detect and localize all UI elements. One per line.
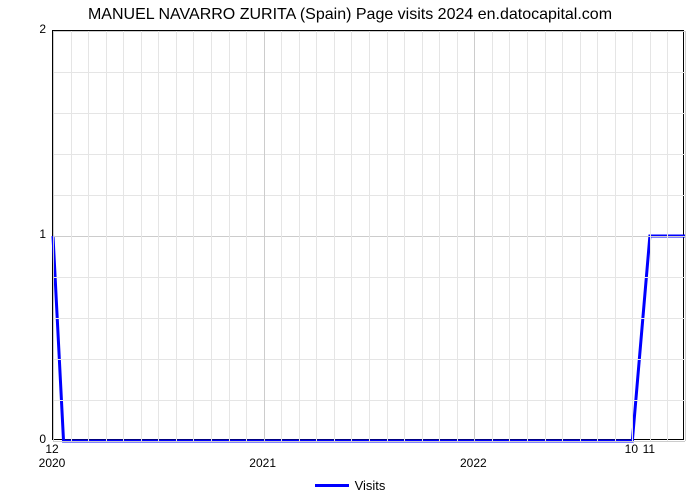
y-tick-label: 2 — [16, 22, 46, 36]
x-minor-label: 11 — [637, 442, 661, 456]
plot-area — [52, 30, 684, 440]
x-major-label: 2022 — [443, 456, 503, 470]
x-major-label: 2020 — [22, 456, 82, 470]
legend-swatch — [315, 484, 349, 487]
legend: Visits — [0, 474, 700, 493]
y-tick-label: 1 — [16, 227, 46, 241]
chart-title: MANUEL NAVARRO ZURITA (Spain) Page visit… — [0, 6, 700, 24]
x-minor-label: 12 — [40, 442, 64, 456]
x-major-label: 2021 — [233, 456, 293, 470]
legend-label: Visits — [355, 478, 386, 493]
